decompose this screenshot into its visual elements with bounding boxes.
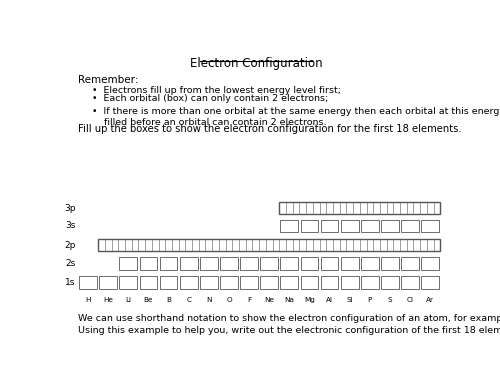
Bar bbox=[180, 257, 198, 270]
Text: 3p: 3p bbox=[64, 203, 76, 213]
Bar bbox=[79, 276, 97, 289]
Text: 3s: 3s bbox=[65, 221, 76, 230]
Text: Using this example to help you, write out the electronic configuration of the fi: Using this example to help you, write ou… bbox=[78, 326, 500, 335]
Bar bbox=[240, 276, 258, 289]
Bar bbox=[140, 257, 158, 270]
Bar bbox=[260, 276, 278, 289]
Text: Fill up the boxes to show the electron configuration for the first 18 elements.: Fill up the boxes to show the electron c… bbox=[78, 124, 462, 134]
Bar bbox=[200, 257, 218, 270]
Bar bbox=[320, 257, 338, 270]
Bar bbox=[381, 257, 399, 270]
Bar bbox=[200, 276, 218, 289]
Text: S: S bbox=[388, 296, 392, 303]
Bar bbox=[381, 276, 399, 289]
Text: N: N bbox=[206, 296, 212, 303]
Bar bbox=[320, 276, 338, 289]
Bar bbox=[381, 220, 399, 232]
Bar bbox=[260, 257, 278, 270]
Bar bbox=[422, 220, 439, 232]
Bar bbox=[341, 257, 358, 270]
Bar bbox=[300, 276, 318, 289]
Bar bbox=[422, 257, 439, 270]
Bar bbox=[98, 239, 440, 251]
Text: Mg: Mg bbox=[304, 296, 315, 303]
Text: Li: Li bbox=[126, 296, 132, 303]
Bar bbox=[300, 220, 318, 232]
Bar bbox=[180, 276, 198, 289]
Bar bbox=[402, 257, 419, 270]
Text: Be: Be bbox=[144, 296, 153, 303]
Text: Na: Na bbox=[284, 296, 294, 303]
Bar bbox=[240, 257, 258, 270]
Text: P: P bbox=[368, 296, 372, 303]
Text: C: C bbox=[186, 296, 191, 303]
Text: 2s: 2s bbox=[65, 259, 76, 268]
Bar bbox=[341, 276, 358, 289]
Text: Al: Al bbox=[326, 296, 333, 303]
Bar bbox=[361, 257, 378, 270]
Bar bbox=[402, 220, 419, 232]
Text: Cl: Cl bbox=[406, 296, 414, 303]
Bar bbox=[220, 276, 238, 289]
Text: F: F bbox=[247, 296, 251, 303]
Text: H: H bbox=[86, 296, 91, 303]
Bar bbox=[120, 257, 137, 270]
Text: We can use shorthand notation to show the electron configuration of an atom, for: We can use shorthand notation to show th… bbox=[78, 315, 500, 323]
Text: •  Electrons fill up from the lowest energy level first;: • Electrons fill up from the lowest ener… bbox=[92, 86, 340, 95]
Bar bbox=[320, 220, 338, 232]
Text: 1s: 1s bbox=[65, 278, 76, 287]
Text: Si: Si bbox=[346, 296, 353, 303]
Bar bbox=[280, 202, 440, 214]
Bar bbox=[402, 276, 419, 289]
Bar bbox=[220, 257, 238, 270]
Bar bbox=[361, 276, 378, 289]
Text: O: O bbox=[226, 296, 232, 303]
Text: 2p: 2p bbox=[64, 240, 76, 250]
Bar bbox=[280, 257, 298, 270]
Text: Ar: Ar bbox=[426, 296, 434, 303]
Bar bbox=[422, 276, 439, 289]
Bar bbox=[160, 257, 178, 270]
Bar bbox=[280, 276, 298, 289]
Bar bbox=[120, 276, 137, 289]
Text: Electron Configuration: Electron Configuration bbox=[190, 57, 322, 70]
Bar bbox=[160, 276, 178, 289]
Bar bbox=[280, 220, 298, 232]
Text: •  Each orbital (box) can only contain 2 electrons;: • Each orbital (box) can only contain 2 … bbox=[92, 95, 328, 103]
Text: B: B bbox=[166, 296, 171, 303]
Text: Ne: Ne bbox=[264, 296, 274, 303]
Bar bbox=[341, 220, 358, 232]
Bar bbox=[300, 257, 318, 270]
Bar bbox=[361, 220, 378, 232]
Text: He: He bbox=[103, 296, 113, 303]
Bar bbox=[100, 276, 117, 289]
Text: Remember:: Remember: bbox=[78, 74, 138, 85]
Text: •  If there is more than one orbital at the same energy then each orbital at thi: • If there is more than one orbital at t… bbox=[92, 107, 500, 127]
Bar bbox=[140, 276, 158, 289]
